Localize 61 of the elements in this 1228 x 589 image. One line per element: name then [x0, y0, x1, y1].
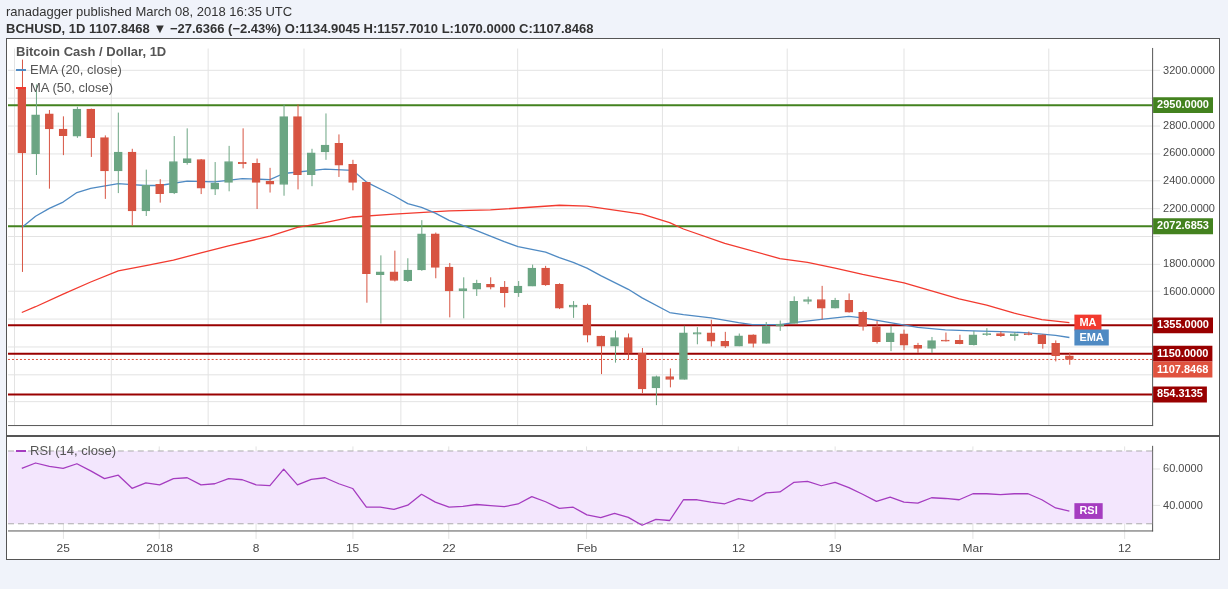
chart-subtitle: BCHUSD, 1D 1107.8468 ▼ −27.6366 (−2.43%) O:1134.9045 H:1157.7010 L:1070.0000 C:1107.8468 [6, 21, 594, 36]
candlestick [954, 334, 964, 345]
x-tick-label: 22 [442, 541, 456, 556]
candlestick [706, 319, 716, 347]
annotation: EMA [1079, 330, 1104, 343]
candlestick [334, 133, 344, 178]
candlestick [45, 109, 54, 190]
candlestick [306, 148, 316, 187]
ref-line-label: 854.3135 [1157, 387, 1203, 400]
candlestick [541, 265, 550, 287]
y-tick-label: 2200.0000 [1163, 201, 1215, 214]
x-tick-label: 25 [56, 541, 71, 556]
legend-label: RSI (14, close) [30, 442, 116, 460]
ref-line-label: 1355.0000 [1157, 318, 1209, 331]
candlestick [265, 167, 275, 194]
candlestick [665, 367, 674, 388]
x-tick-label: 12 [731, 541, 746, 556]
y-tick-label: 2400.0000 [1163, 174, 1215, 187]
legend-label: EMA (20, close) [30, 61, 122, 79]
candlestick [403, 257, 413, 283]
candlestick [610, 330, 619, 364]
x-tick-label: 8 [252, 541, 260, 556]
text: ranadagger published March 08, 2018 16:35 UTC [6, 4, 293, 19]
candlestick [651, 375, 661, 406]
candlestick [113, 112, 123, 194]
chart-title: Bitcoin Cash / Dollar, 1D [16, 44, 167, 59]
candlestick [885, 325, 895, 352]
candlestick [872, 320, 881, 345]
x-tick-label: 15 [345, 541, 360, 556]
candlestick [816, 285, 826, 320]
y-tick-label: 1600.0000 [1163, 284, 1215, 297]
x-tick-label: 12 [1117, 541, 1132, 556]
x-tick-label: Mar [962, 541, 984, 556]
ref-line-label: 2072.6853 [1157, 219, 1209, 232]
candlestick [789, 295, 799, 324]
legend-label: MA (50, close) [30, 79, 114, 97]
candlestick [899, 329, 909, 351]
candlestick [348, 159, 357, 191]
candlestick [858, 310, 867, 332]
candlestick [499, 280, 509, 308]
x-tick-label: Feb [576, 541, 598, 556]
y-tick-label: 2800.0000 [1163, 118, 1215, 131]
ref-line-label: 1150.0000 [1157, 346, 1209, 359]
y-tick-label: 1800.0000 [1163, 256, 1215, 269]
x-tick-label: 19 [828, 541, 843, 556]
y-tick-label: 3200.0000 [1163, 63, 1215, 76]
candlestick [224, 145, 233, 192]
y-tick-label: 40.0000 [1163, 498, 1203, 511]
y-tick-label: 2600.0000 [1163, 146, 1215, 159]
candlestick [155, 178, 164, 204]
x-tick-label: 2018 [146, 541, 174, 556]
candlestick [555, 282, 564, 310]
candlestick [913, 342, 923, 354]
ref-line-label: 1107.8468 [1157, 362, 1209, 375]
annotation: RSI [1079, 504, 1098, 517]
candlestick [182, 127, 192, 166]
annotation: MA [1079, 315, 1097, 328]
ref-line-label: 2950.0000 [1157, 98, 1209, 111]
candlestick [941, 332, 950, 343]
y-tick-label: 60.0000 [1163, 462, 1203, 475]
candlestick [251, 158, 261, 210]
